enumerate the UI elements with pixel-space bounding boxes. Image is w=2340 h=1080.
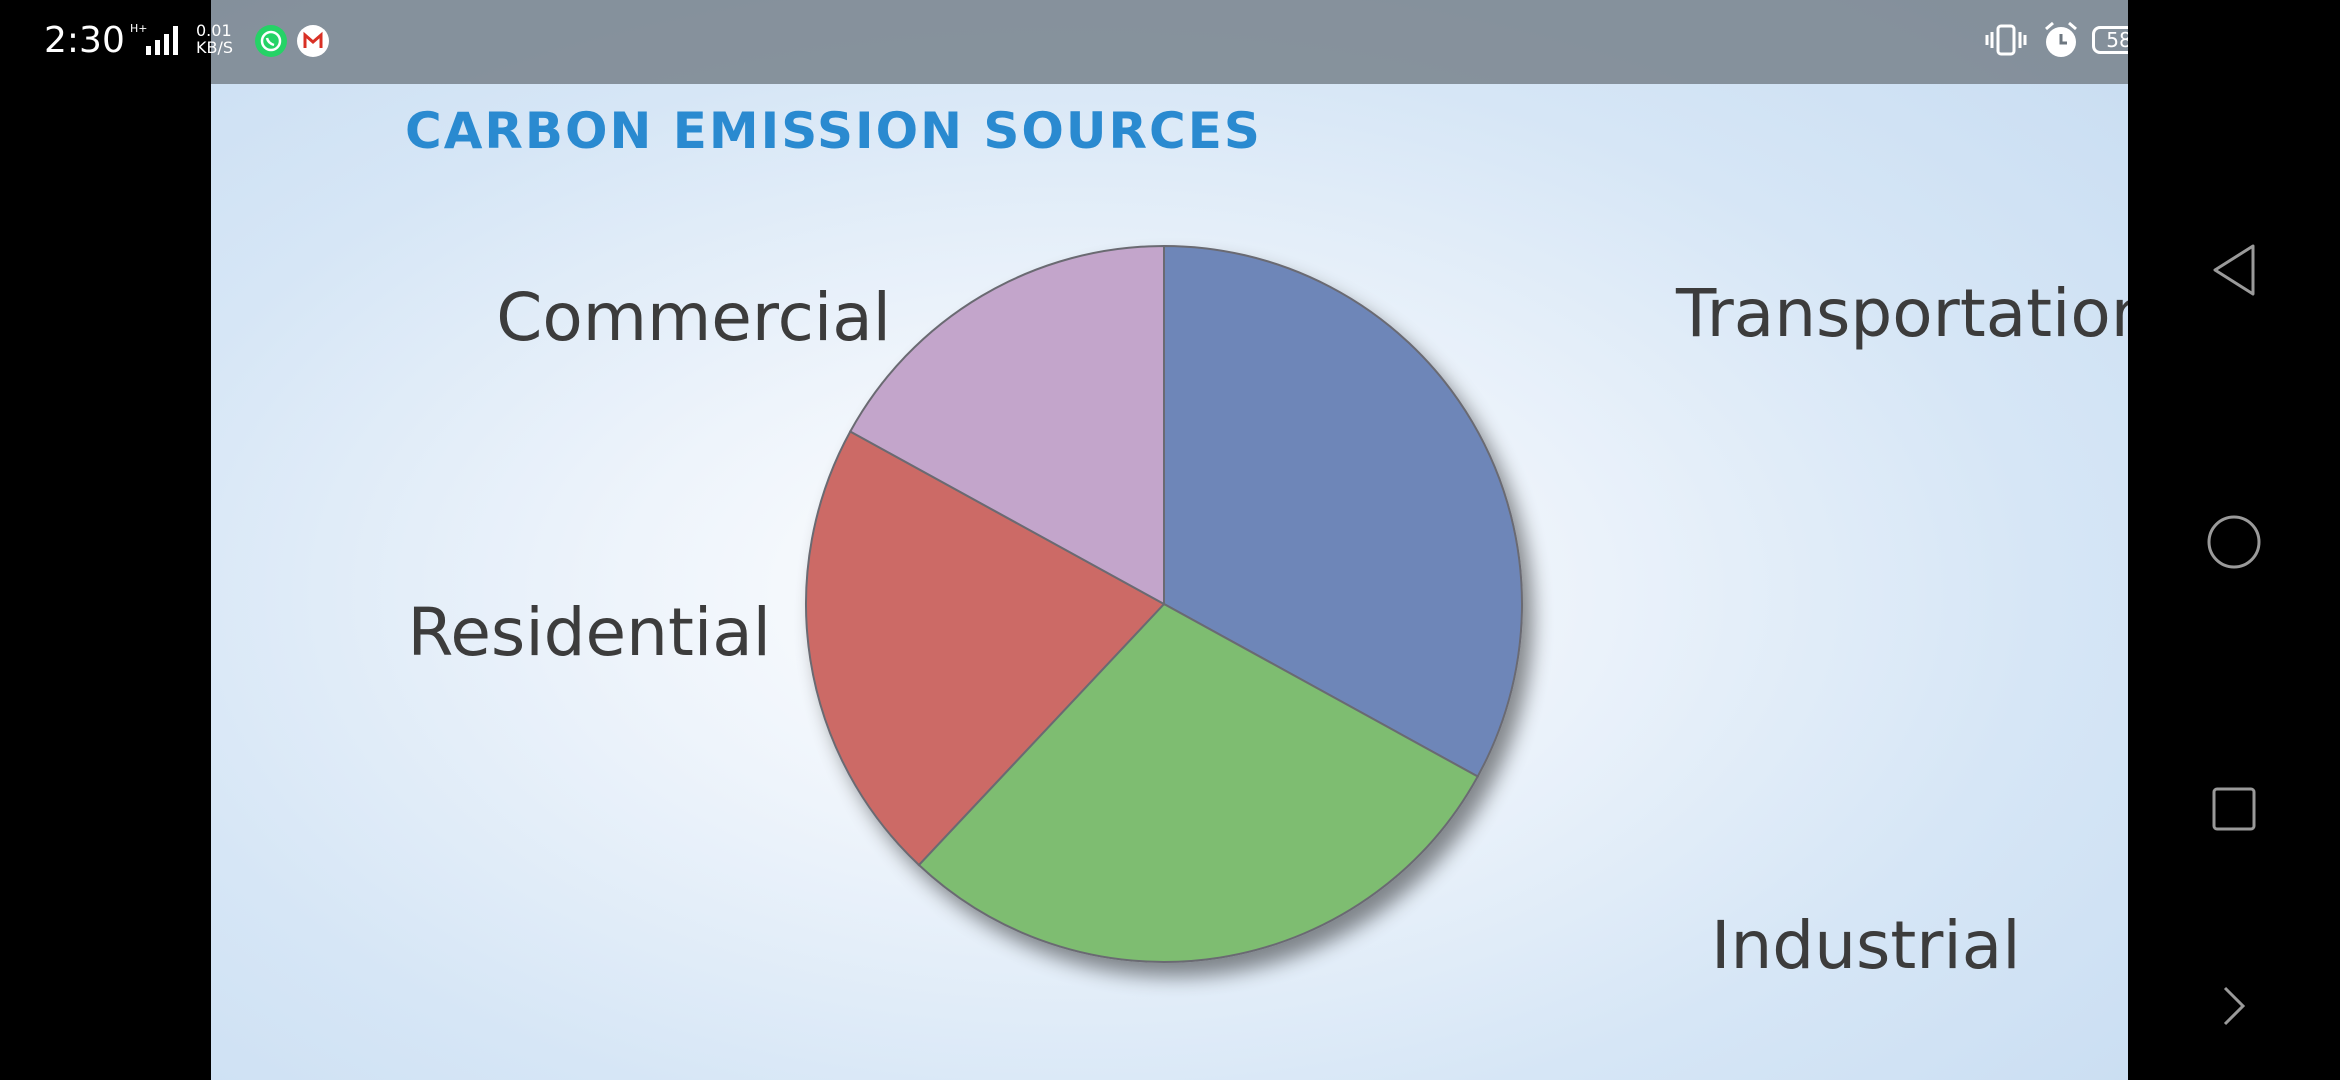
- gmail-icon: [297, 25, 329, 57]
- expand-nav-button[interactable]: [2128, 984, 2340, 1028]
- slide-title: CARBON EMISSION SOURCES: [405, 102, 1262, 160]
- back-button[interactable]: [2128, 240, 2340, 300]
- pie-slice-commercial: [848, 244, 1165, 606]
- vibrate-icon: [1985, 24, 2027, 56]
- status-time: 2:30: [44, 20, 125, 61]
- pie-slice-industrial: [917, 602, 1480, 963]
- network-type: H+: [130, 22, 148, 35]
- alarm-icon: [2045, 21, 2077, 57]
- pie-label-industrial: Industrial: [1711, 907, 2021, 984]
- home-icon: [2207, 515, 2261, 569]
- net-speed-unit: KB/S: [196, 38, 234, 57]
- chevron-right-icon: [2223, 986, 2246, 1026]
- pie-slice-transportation: [1163, 244, 1523, 778]
- pie-label-transportation: Transportation: [1675, 275, 2128, 352]
- back-icon: [2213, 244, 2255, 296]
- signal-icon: H+: [130, 22, 178, 55]
- recents-button[interactable]: [2128, 786, 2340, 832]
- pie-slice-residential: [805, 430, 1166, 867]
- pie-label-residential: Residential: [407, 594, 771, 671]
- navigation-bar: [2128, 0, 2340, 1080]
- pie-chart: Transportation Industrial Residential Comme…: [407, 244, 2128, 984]
- net-speed-value: 0.01: [196, 21, 232, 40]
- battery-level: 58: [2106, 28, 2132, 52]
- recents-icon: [2212, 787, 2256, 831]
- status-bar: 2:30 H+ 0.01 KB/S: [0, 0, 2340, 84]
- pie-label-commercial: Commercial: [496, 279, 891, 356]
- net-speed: 0.01 KB/S: [196, 22, 233, 56]
- home-button[interactable]: [2128, 514, 2340, 570]
- video-top-overlay: [211, 0, 2128, 84]
- video-player[interactable]: CARBON EMISSION SOURCES Transportation In…: [211, 0, 2128, 1080]
- whatsapp-icon: [255, 25, 287, 57]
